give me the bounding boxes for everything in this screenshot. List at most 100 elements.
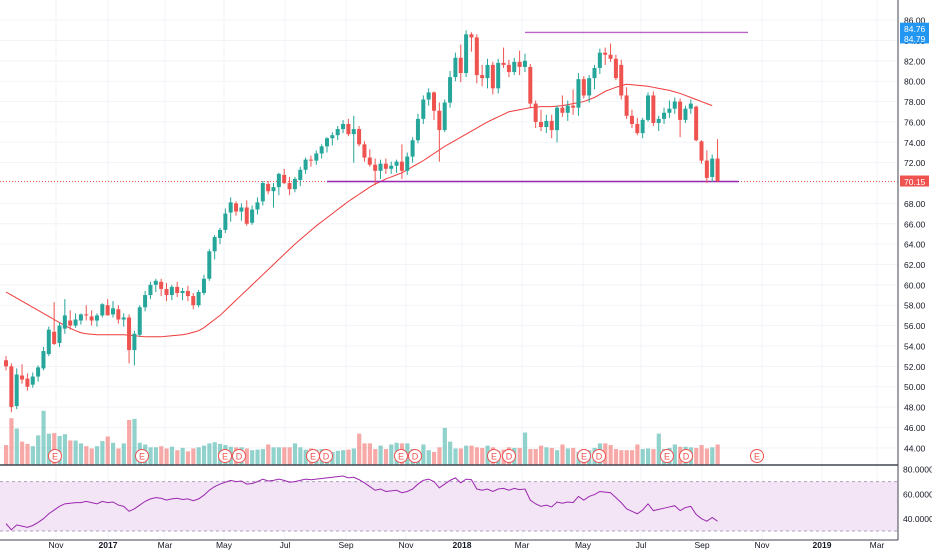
candle-body	[121, 317, 126, 320]
candle-body	[410, 140, 415, 157]
price-tick-label: 76.00	[904, 117, 926, 127]
candle-body	[105, 305, 110, 316]
candle-body	[298, 169, 303, 180]
candle-body	[688, 103, 693, 109]
candle-body	[137, 307, 142, 335]
volume-bar	[565, 448, 570, 465]
candle-body	[94, 315, 99, 321]
candle-body	[52, 331, 57, 344]
event-marker-label: E	[222, 452, 228, 462]
candle-body	[383, 163, 388, 169]
event-marker-label: E	[398, 452, 404, 462]
volume-bar	[111, 442, 116, 465]
candle-body	[73, 319, 78, 326]
candle-body	[9, 366, 14, 408]
volume-bar	[52, 433, 57, 465]
volume-bar	[121, 443, 126, 465]
volume-bar	[464, 445, 469, 465]
candle-body	[405, 156, 410, 171]
candle-body	[25, 378, 30, 387]
time-tick-label: Mar	[870, 540, 885, 550]
event-marker-circle	[577, 449, 591, 463]
candle-body	[46, 329, 51, 355]
candle-body	[501, 62, 506, 65]
candle-body	[528, 66, 533, 104]
volume-bar	[357, 433, 362, 465]
event-marker-circle	[218, 449, 232, 463]
candle-body	[30, 376, 35, 385]
candle-body	[239, 207, 244, 212]
event-marker: E	[135, 449, 149, 463]
candle-body	[78, 314, 83, 321]
candle-body	[613, 58, 618, 79]
event-marker-circle	[408, 449, 422, 463]
candle-body	[68, 320, 73, 326]
price-tick-label: 64.00	[904, 240, 926, 250]
candle-body	[587, 78, 592, 96]
price-tick-label: 60.00	[904, 280, 926, 290]
time-tick-label: Jul	[280, 540, 291, 550]
volume-bar	[341, 450, 346, 465]
candle-body	[603, 52, 608, 55]
candles	[4, 30, 720, 413]
candle-body	[169, 286, 174, 296]
candle-body	[704, 160, 709, 178]
candle-body	[651, 95, 656, 123]
candle-body	[62, 315, 67, 329]
event-marker-label: D	[506, 452, 513, 462]
event-marker-circle	[319, 449, 333, 463]
volume-bar	[453, 448, 458, 465]
price-label-bg	[900, 175, 929, 187]
volume-bar	[442, 427, 447, 465]
time-tick-label: Mar	[158, 540, 173, 550]
volume-bar	[437, 447, 442, 465]
volume-bar	[635, 444, 640, 465]
volume-bar	[271, 447, 276, 465]
price-label: 84.79	[900, 32, 929, 44]
volume-bar	[298, 447, 303, 465]
candle-body	[656, 118, 661, 123]
candle-body	[201, 278, 206, 294]
candle-body	[351, 129, 356, 135]
time-tick-label: Sep	[694, 540, 709, 550]
candle-body	[678, 101, 683, 120]
volume-bar	[175, 450, 180, 465]
time-tick-label: 2018	[453, 540, 472, 550]
candle-body	[143, 295, 148, 308]
volume-bar	[282, 447, 287, 465]
candle-body	[89, 316, 94, 321]
volume-bar	[474, 447, 479, 465]
volume-bar	[191, 448, 196, 465]
candle-body	[555, 107, 560, 131]
candle-body	[250, 209, 255, 223]
candle-body	[218, 229, 222, 239]
candle-body	[185, 290, 190, 297]
volume-bar	[383, 449, 389, 465]
volume-bar	[378, 445, 383, 465]
time-tick-label: Nov	[48, 540, 64, 550]
candle-body	[437, 110, 442, 131]
price-label-text: 84.76	[904, 24, 926, 34]
event-marker-label: E	[52, 452, 58, 462]
volume-bar	[640, 449, 645, 465]
volume-bar	[73, 440, 78, 465]
event-marker-circle	[660, 449, 674, 463]
volume-bar	[448, 441, 453, 465]
event-marker: D	[232, 449, 246, 463]
price-tick-label: 66.00	[904, 219, 926, 229]
candle-body	[549, 120, 554, 131]
candle-body	[367, 157, 372, 165]
price-label: 84.76	[900, 22, 929, 34]
volume-bar	[36, 435, 41, 465]
event-marker-circle	[592, 449, 606, 463]
candle-body	[522, 60, 527, 67]
candle-body	[448, 77, 453, 103]
candle-body	[539, 121, 543, 128]
volume-bar	[132, 418, 137, 465]
volume-bar	[94, 446, 100, 465]
volume-bar	[613, 449, 619, 465]
candle-body	[191, 296, 196, 306]
candle-body	[100, 304, 105, 316]
candle-body	[164, 288, 169, 296]
